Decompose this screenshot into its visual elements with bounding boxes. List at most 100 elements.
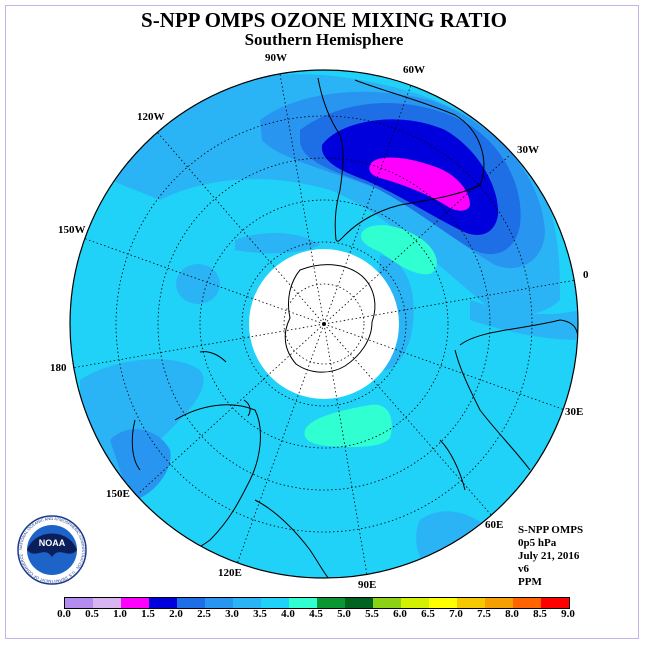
map-subtitle: Southern Hemisphere — [244, 30, 404, 49]
meridian-30w — [323, 154, 511, 325]
colorbar-tick-label: 1.0 — [113, 608, 127, 620]
colorbar-ticks: 0.0 0.5 1.0 1.5 2.0 2.5 3.0 3.5 4.0 4.5 5.0 5.5 6.0 6… — [0, 608, 648, 622]
colorbar-tick-label: 4.0 — [281, 608, 295, 620]
info-instrument: S-NPP OMPS — [518, 524, 584, 536]
lon-label: 60E — [485, 519, 503, 531]
info-units: PPM — [518, 576, 542, 588]
coast-south-america-west — [317, 77, 344, 241]
colorbar-swatch — [429, 598, 457, 608]
colorbar-swatch — [485, 598, 513, 608]
info-date: July 21, 2016 — [518, 550, 580, 562]
latitude-grid — [115, 115, 533, 533]
colorbar-swatch — [513, 598, 541, 608]
colorbar-tick-label: 8.0 — [505, 608, 519, 620]
meridian-90e — [323, 323, 368, 576]
coastlines — [131, 77, 578, 578]
colorbar-tick-label: 5.5 — [365, 608, 379, 620]
contour-patch-west — [176, 264, 220, 304]
colorbar-swatch — [373, 598, 401, 608]
colorbar-swatch — [233, 598, 261, 608]
meridian-150w — [82, 237, 325, 325]
colorbar-swatch — [541, 598, 569, 608]
contour-rim-east — [470, 300, 578, 340]
colorbar-swatch — [177, 598, 205, 608]
colorbar-tick-label: 2.0 — [169, 608, 183, 620]
colorbar — [64, 597, 570, 609]
lon-label: 120E — [218, 567, 242, 579]
coast-madagascar — [439, 439, 466, 491]
colorbar-swatch — [345, 598, 373, 608]
colorbar-tick-label: 6.0 — [393, 608, 407, 620]
meridian-120e — [236, 323, 325, 565]
colorbar-tick-label: 6.5 — [421, 608, 435, 620]
lon-label: 0 — [583, 269, 589, 281]
colorbar-tick-label: 7.5 — [477, 608, 491, 620]
logo-bird — [27, 533, 77, 557]
colorbar-tick-label: 9.0 — [561, 608, 575, 620]
contour-1-0 — [369, 157, 470, 211]
colorbar-tick-label: 1.5 — [141, 608, 155, 620]
colorbar-swatch — [289, 598, 317, 608]
colorbar-swatch — [93, 598, 121, 608]
colorbar-tick-label: 0.0 — [57, 608, 71, 620]
lon-label: 150E — [106, 488, 130, 500]
coast-africa-south — [454, 349, 531, 471]
south-pole-marker — [322, 322, 326, 326]
longitude-labels: 90W 60W 30W 0 30E 60E 90E 120E 150E 180 … — [50, 52, 589, 591]
lon-label: 180 — [50, 362, 67, 374]
colorbar-tick-label: 0.5 — [85, 608, 99, 620]
figure-frame — [5, 5, 639, 639]
lon-label: 30E — [565, 406, 583, 418]
latitude-circle-40 — [115, 115, 533, 533]
contour-3-5-south — [304, 404, 392, 448]
latitude-circle-60 — [199, 199, 449, 449]
noaa-logo: NOAA NATIONAL OCEANIC AND ATMOSPHERIC AD… — [17, 515, 87, 585]
coast-antarctica — [284, 264, 376, 373]
lon-label: 150W — [58, 224, 86, 236]
coast-south-america-east — [335, 79, 485, 242]
lon-label: 60W — [403, 64, 425, 76]
info-version: v6 — [518, 563, 529, 575]
logo-text: NOAA — [39, 538, 66, 548]
contour-patch-pole-west — [235, 233, 320, 254]
map-title: S-NPP OMPS OZONE MIXING RATIO — [141, 8, 507, 32]
colorbar-swatch — [149, 598, 177, 608]
info-level: 0p5 hPa — [518, 537, 557, 549]
colorbar-tick-label: 2.5 — [197, 608, 211, 620]
contour-3-5-north — [360, 225, 437, 275]
map-info: S-NPP OMPS 0p5 hPa July 21, 2016 v6 PPM — [518, 524, 583, 589]
colorbar-tick-label: 5.0 — [337, 608, 351, 620]
colorbar-swatch — [261, 598, 289, 608]
lon-label: 30W — [517, 144, 539, 156]
colorbar-tick-label: 7.0 — [449, 608, 463, 620]
colorbar-tick-label: 8.5 — [533, 608, 547, 620]
meridian-60e — [323, 323, 493, 517]
longitude-grid — [71, 73, 577, 576]
latitude-circle-70 — [241, 241, 407, 407]
lon-label: 90E — [358, 579, 376, 591]
coast-island-1 — [199, 351, 227, 363]
colorbar-swatch — [401, 598, 429, 608]
coast-indonesia — [254, 499, 331, 578]
meridian-120w — [156, 131, 325, 325]
colorbar-tick-label: 3.0 — [225, 608, 239, 620]
colorbar-swatch — [317, 598, 345, 608]
map-border — [69, 69, 579, 579]
colorbar-swatch — [457, 598, 485, 608]
meridian-180 — [71, 323, 325, 369]
colorbar-swatch — [205, 598, 233, 608]
latitude-circle-50 — [157, 157, 491, 491]
lon-label: 90W — [265, 52, 287, 64]
colorbar-swatch — [65, 598, 93, 608]
colorbar-tick-label: 4.5 — [309, 608, 323, 620]
coast-new-zealand — [131, 419, 141, 471]
coast-island-2 — [243, 399, 251, 417]
lon-label: 120W — [137, 111, 165, 123]
meridian-30e — [323, 323, 566, 411]
latitude-circle-80 — [283, 283, 365, 365]
colorbar-tick-label: 3.5 — [253, 608, 267, 620]
coast-africa-north — [459, 319, 578, 346]
meridian-0 — [323, 279, 577, 325]
colorbar-swatch — [121, 598, 149, 608]
